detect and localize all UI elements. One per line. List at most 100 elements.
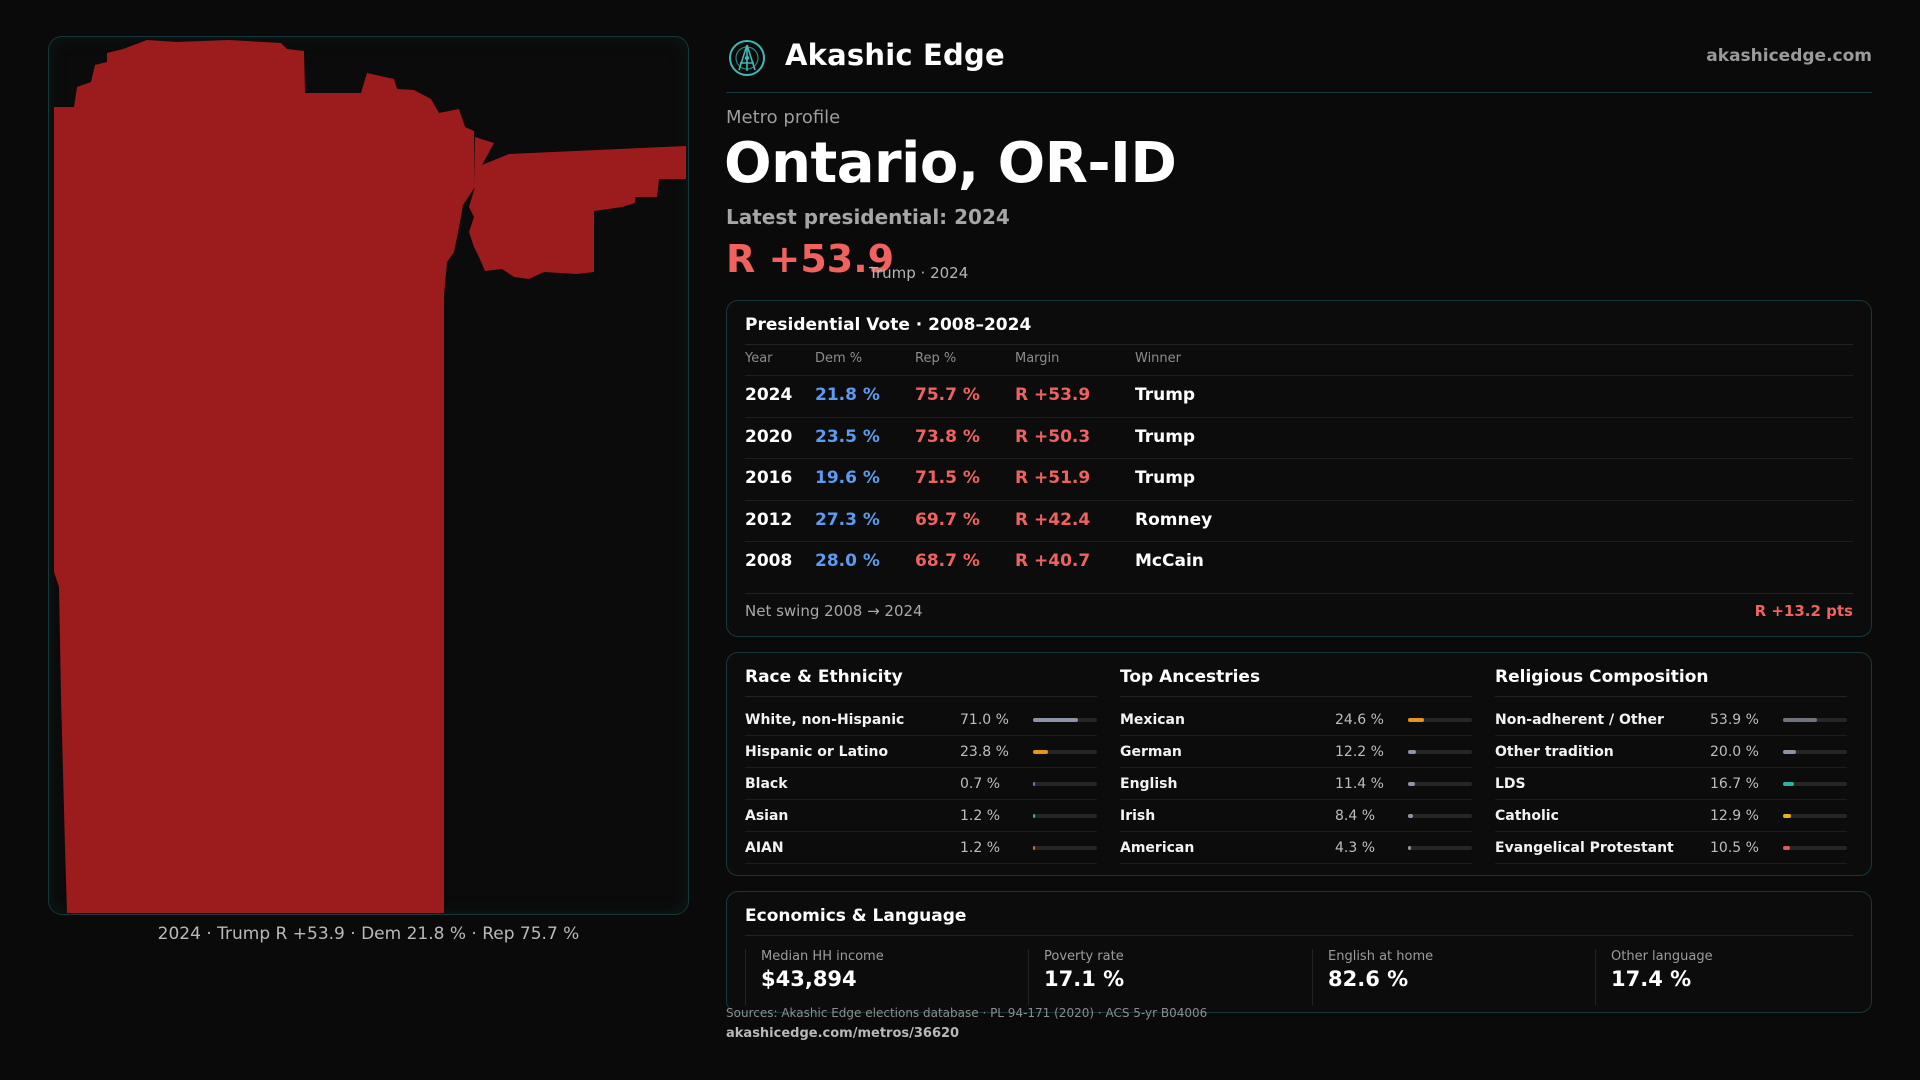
item-label: AIAN: [745, 840, 784, 856]
list-item[interactable]: English 11.4 %: [1120, 768, 1472, 800]
net-swing-label: Net swing 2008 → 2024: [745, 602, 923, 620]
col-header-margin: Margin: [1015, 351, 1060, 366]
stat-value: 82.6 %: [1328, 967, 1409, 991]
stat-label: English at home: [1328, 949, 1434, 964]
share-bar: [1783, 782, 1847, 786]
stat-label: Poverty rate: [1044, 949, 1124, 964]
item-label: LDS: [1495, 776, 1526, 792]
list-item[interactable]: German 12.2 %: [1120, 736, 1472, 768]
divider: [1495, 696, 1847, 697]
share-bar: [1408, 846, 1472, 850]
item-label: Irish: [1120, 808, 1156, 824]
cell-rep: 75.7 %: [915, 385, 980, 405]
county-map[interactable]: [49, 37, 689, 915]
item-label: Other tradition: [1495, 744, 1614, 760]
share-bar: [1033, 718, 1097, 722]
share-bar: [1408, 750, 1472, 754]
item-label: Evangelical Protestant: [1495, 840, 1674, 856]
share-bar: [1033, 814, 1097, 818]
profile-eyebrow: Metro profile: [726, 107, 841, 128]
race-ethnicity-section: Race & Ethnicity White, non-Hispanic 71.0…: [745, 653, 1097, 875]
list-item[interactable]: Catholic 12.9 %: [1495, 800, 1847, 832]
section-title: Religious Composition: [1495, 667, 1709, 687]
section-title: Top Ancestries: [1120, 667, 1261, 687]
divider: [745, 935, 1853, 936]
cell-rep: 73.8 %: [915, 427, 980, 447]
share-bar: [1033, 846, 1097, 850]
econ-card-title: Economics & Language: [745, 906, 967, 926]
item-label: Asian: [745, 808, 789, 824]
cell-dem: 28.0 %: [815, 551, 880, 571]
share-bar: [1408, 782, 1472, 786]
share-bar: [1783, 718, 1847, 722]
divider: [1120, 696, 1472, 697]
list-item[interactable]: Evangelical Protestant 10.5 %: [1495, 832, 1847, 864]
item-value: 12.9 %: [1710, 808, 1759, 824]
presidential-vote-card: Presidential Vote · 2008–2024 Year Dem %…: [726, 300, 1872, 637]
divider: [745, 593, 1853, 594]
list-item[interactable]: Irish 8.4 %: [1120, 800, 1472, 832]
list-item[interactable]: Other tradition 20.0 %: [1495, 736, 1847, 768]
item-label: White, non-Hispanic: [745, 712, 905, 728]
col-header-year: Year: [745, 351, 773, 366]
list-item[interactable]: Non-adherent / Other 53.9 %: [1495, 704, 1847, 736]
share-bar: [1408, 718, 1472, 722]
top-ancestries-section: Top Ancestries Mexican 24.6 % German 12.2 %…: [1120, 653, 1472, 875]
item-value: 4.3 %: [1335, 840, 1376, 856]
share-bar-fill: [1783, 750, 1796, 754]
list-item[interactable]: Black 0.7 %: [745, 768, 1097, 800]
list-item[interactable]: Mexican 24.6 %: [1120, 704, 1472, 736]
akashic-edge-logo-icon[interactable]: [728, 39, 766, 77]
cell-rep: 69.7 %: [915, 510, 980, 530]
cell-dem: 21.8 %: [815, 385, 880, 405]
cell-dem: 23.5 %: [815, 427, 880, 447]
table-row[interactable]: 2012 27.3 % 69.7 % R +42.4 Romney: [745, 500, 1853, 541]
share-bar-fill: [1033, 718, 1078, 722]
list-item[interactable]: LDS 16.7 %: [1495, 768, 1847, 800]
share-bar-fill: [1408, 782, 1415, 786]
county-shape-payette[interactable]: [469, 137, 686, 279]
list-item[interactable]: American 4.3 %: [1120, 832, 1472, 864]
item-value: 71.0 %: [960, 712, 1009, 728]
site-url-link[interactable]: akashicedge.com: [1706, 46, 1872, 66]
share-bar-fill: [1408, 718, 1424, 722]
economics-language-card: Economics & Language Median HH income $4…: [726, 891, 1872, 1013]
section-title: Race & Ethnicity: [745, 667, 903, 687]
table-row[interactable]: 2020 23.5 % 73.8 % R +50.3 Trump: [745, 417, 1853, 458]
table-row[interactable]: 2008 28.0 % 68.7 % R +40.7 McCain: [745, 541, 1853, 582]
cell-margin: R +50.3: [1015, 427, 1091, 447]
share-bar-fill: [1783, 814, 1791, 818]
col-header-dem: Dem %: [815, 351, 863, 366]
metro-map-panel[interactable]: [48, 36, 689, 915]
county-shape-malheur[interactable]: [54, 40, 475, 913]
cell-year: 2008: [745, 551, 793, 571]
share-bar: [1783, 814, 1847, 818]
table-row[interactable]: 2024 21.8 % 75.7 % R +53.9 Trump: [745, 375, 1853, 416]
cell-margin: R +40.7: [1015, 551, 1091, 571]
cell-dem: 27.3 %: [815, 510, 880, 530]
brand-name[interactable]: Akashic Edge: [785, 38, 1005, 72]
list-item[interactable]: AIAN 1.2 %: [745, 832, 1097, 864]
cell-year: 2024: [745, 385, 793, 405]
cell-winner: Trump: [1135, 385, 1196, 405]
share-bar-fill: [1408, 846, 1411, 850]
cell-margin: R +42.4: [1015, 510, 1091, 530]
table-row[interactable]: 2016 19.6 % 71.5 % R +51.9 Trump: [745, 458, 1853, 499]
list-item[interactable]: Hispanic or Latino 23.8 %: [745, 736, 1097, 768]
metro-url-link[interactable]: akashicedge.com/metros/36620: [726, 1026, 960, 1041]
stat-english-at-home: English at home 82.6 %: [1312, 949, 1592, 1005]
col-header-winner: Winner: [1135, 351, 1182, 366]
share-bar-fill: [1033, 750, 1048, 754]
item-value: 16.7 %: [1710, 776, 1759, 792]
latest-presidential-label: Latest presidential: 2024: [726, 205, 1010, 229]
cell-rep: 71.5 %: [915, 468, 980, 488]
map-caption: 2024 · Trump R +53.9 · Dem 21.8 % · Rep …: [157, 924, 580, 944]
stat-value: 17.4 %: [1611, 967, 1692, 991]
item-value: 1.2 %: [960, 808, 1001, 824]
list-item[interactable]: White, non-Hispanic 71.0 %: [745, 704, 1097, 736]
cell-year: 2020: [745, 427, 793, 447]
vote-card-title: Presidential Vote · 2008–2024: [745, 315, 1032, 335]
list-item[interactable]: Asian 1.2 %: [745, 800, 1097, 832]
item-value: 20.0 %: [1710, 744, 1759, 760]
share-bar-fill: [1033, 846, 1035, 850]
